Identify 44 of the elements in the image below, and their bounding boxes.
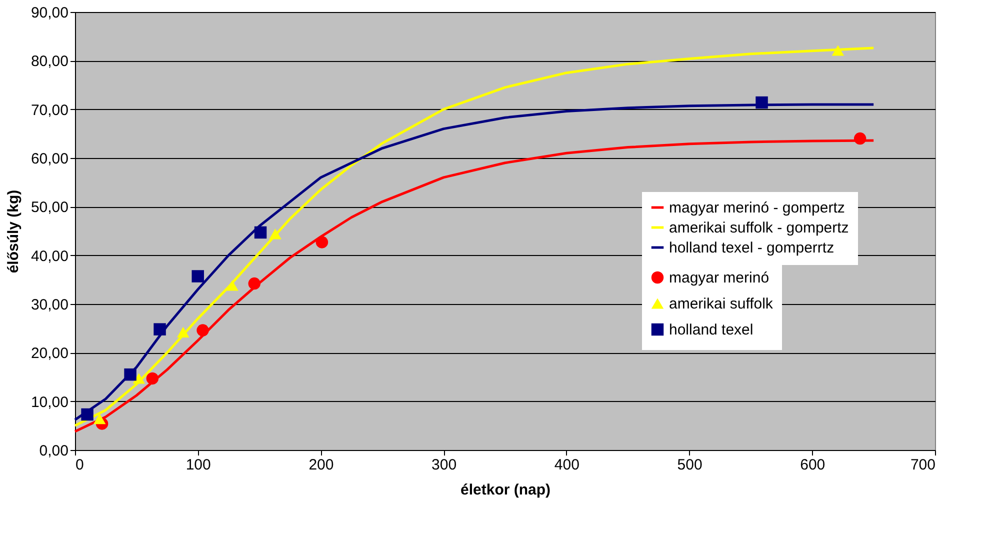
x-tick-label: 400	[554, 456, 580, 474]
y-tick-label: 20,00	[30, 345, 68, 362]
point	[124, 368, 136, 381]
y-tick-label: 30,00	[30, 296, 68, 314]
point	[254, 226, 267, 239]
x-axis-title: életkor (nap)	[460, 482, 551, 498]
legend-label: amerikai suffolk	[669, 296, 774, 312]
x-tick-label: 0	[76, 456, 84, 474]
y-tick-label: 50,00	[30, 199, 68, 216]
point	[81, 408, 94, 421]
y-axis-title: élősúly (kg)	[4, 190, 22, 274]
point	[154, 323, 166, 336]
x-tick-label: 100	[186, 456, 211, 474]
y-tick-label: 0,00	[39, 442, 68, 460]
legend-label: amerikai suffolk - gompertz	[669, 220, 849, 236]
point	[132, 373, 146, 384]
point	[756, 96, 768, 109]
point	[176, 326, 190, 338]
y-tick-label: 80,00	[30, 53, 68, 70]
line-series	[74, 46, 875, 427]
legend-label: magyar merinó	[669, 270, 770, 286]
point	[854, 132, 866, 145]
point	[248, 277, 260, 290]
x-tick-label: 600	[800, 456, 826, 474]
point	[146, 372, 159, 385]
x-tick-label: 500	[677, 456, 702, 474]
y-tick-label: 40,00	[30, 248, 68, 265]
point	[226, 280, 238, 291]
legend-label: holland texel - gomperrtz	[669, 240, 834, 256]
x-tick-label: 700	[910, 456, 936, 474]
legend-label: magyar merinó - gompertz	[669, 200, 845, 216]
y-tick-label: 70,00	[30, 102, 68, 119]
y-tick-label: 90,00	[30, 4, 68, 22]
y-tick-label: 10,00	[30, 394, 68, 411]
point	[93, 414, 106, 424]
point	[192, 270, 204, 282]
point	[269, 228, 282, 240]
point	[832, 45, 844, 56]
point	[196, 324, 209, 336]
legend-label: holland texel	[669, 322, 754, 338]
point	[316, 236, 328, 248]
y-tick-label: 60,00	[30, 150, 68, 168]
x-tick-label: 200	[308, 456, 334, 474]
x-tick-label: 300	[432, 456, 457, 474]
